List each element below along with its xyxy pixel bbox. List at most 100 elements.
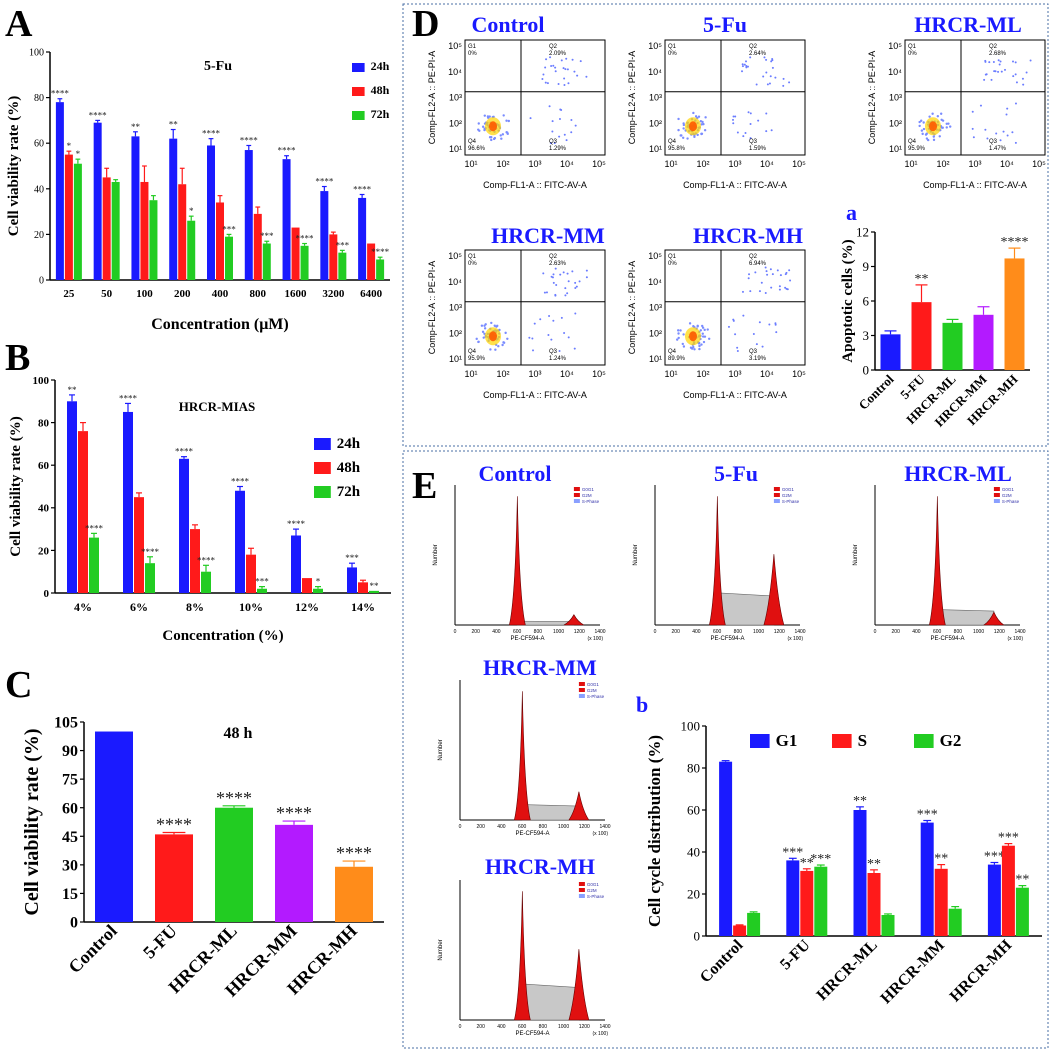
bar — [800, 870, 814, 936]
flow-dot — [920, 129, 924, 132]
flow-dot — [774, 323, 777, 326]
flow-dot — [504, 331, 507, 335]
flow-dot — [700, 132, 703, 135]
quadrant-value: 0% — [668, 51, 677, 57]
bar — [282, 159, 291, 280]
bar — [369, 590, 379, 593]
x-tick-label: 6400 — [360, 288, 383, 300]
x-tick-label: 10² — [496, 369, 509, 379]
flow-dot — [997, 70, 1000, 73]
flow-dot — [1006, 107, 1009, 110]
quadrant-value: 95.8% — [668, 146, 686, 152]
legend-label: G2 — [940, 731, 962, 750]
quadrant-value: 2.09% — [549, 51, 567, 57]
significance-label: *** — [260, 231, 274, 241]
quadrant-label: Q2 — [749, 254, 758, 260]
significance-label: **** — [240, 135, 259, 145]
flow-dot — [547, 334, 550, 337]
legend-swatch — [773, 487, 780, 491]
flow-dot — [936, 114, 940, 118]
quadrant-value: 0% — [668, 261, 677, 267]
chart-title: HRCR-MIAS — [179, 399, 256, 414]
bar — [262, 243, 271, 280]
flow-dot — [497, 345, 500, 348]
chart-A: 0 20 40 60 80 100 Cell viability rate (%) 5-Fu C… — [6, 48, 390, 333]
legend-swatch — [573, 493, 580, 497]
x-tick-label: 10⁴ — [560, 159, 574, 169]
x-tick-label: 8% — [186, 600, 204, 614]
bar — [1001, 845, 1015, 936]
flow-dot — [562, 271, 565, 274]
flow-dot — [499, 134, 502, 137]
y-axis-label: Cell cycle distribution (%) — [645, 735, 664, 927]
flow-dot — [557, 82, 560, 85]
flow-dot — [770, 286, 773, 289]
x-tick-label: 200 — [472, 629, 481, 635]
s-phase-area — [937, 609, 995, 626]
bar — [55, 102, 64, 280]
bar — [140, 181, 149, 280]
legend-swatch — [773, 499, 780, 503]
flow-dot — [732, 115, 735, 118]
flow-dot — [734, 333, 737, 336]
legend-label: 24h — [371, 59, 390, 73]
significance-label: **** — [51, 89, 70, 99]
x-tick-label: 10⁴ — [560, 369, 574, 379]
flow-dot — [483, 114, 486, 117]
flow-dot — [701, 326, 705, 329]
bar — [987, 864, 1001, 936]
panel-D-frame — [402, 3, 1049, 447]
flow-dot — [555, 284, 558, 287]
bar — [89, 537, 99, 593]
y-tick-label: 10³ — [449, 93, 462, 103]
significance-label: **** — [175, 447, 194, 457]
y-tick-label: 10¹ — [889, 144, 902, 154]
x-axis-label: Comp-FL1-A :: FITC-AV-A — [683, 180, 787, 190]
y-tick-label: 60 — [62, 800, 78, 817]
flow-dot — [990, 78, 993, 81]
flow-dot — [494, 348, 497, 351]
bar — [179, 458, 189, 593]
flow-dot — [745, 60, 748, 63]
x-tick-label: 10³ — [968, 159, 981, 169]
flow-dot — [995, 132, 998, 135]
bar — [291, 535, 301, 593]
flow-dot — [554, 70, 557, 73]
flow-dot — [566, 68, 569, 71]
quadrant-label: Q2 — [989, 44, 998, 50]
quadrant-value: 0% — [908, 51, 917, 57]
bar — [934, 868, 948, 936]
flow-dot — [475, 337, 478, 341]
flow-dot — [480, 324, 484, 327]
quadrant-label: Q3 — [749, 139, 758, 145]
flow-dot — [778, 288, 781, 291]
legend-swatch — [578, 882, 585, 886]
flow-dot — [703, 335, 707, 338]
legend-label: G2M — [1002, 493, 1012, 498]
quadrant-label: Q4 — [468, 139, 477, 145]
bar — [747, 912, 761, 936]
quadrant-label: Q3 — [989, 139, 998, 145]
y-tick-label: 10² — [649, 118, 662, 128]
legend-label: S-Phase — [587, 894, 605, 899]
panel-letters: A B C D Ea b — [5, 3, 857, 717]
quadrant-label: Q3 — [749, 349, 758, 355]
significance-label: *** — [336, 240, 350, 250]
flow-dot — [745, 66, 748, 69]
x-axis-label: Comp-FL1-A :: FITC-AV-A — [923, 180, 1027, 190]
flow-dot — [741, 290, 744, 293]
bar — [313, 588, 323, 593]
flow-dot — [997, 59, 1000, 62]
quadrant-label: Q4 — [468, 349, 477, 355]
significance-label: *** — [345, 553, 359, 563]
x-tick-label: 800 — [954, 629, 963, 635]
bar — [911, 302, 932, 370]
legend-swatch — [578, 682, 585, 686]
bar — [275, 824, 313, 922]
x-tick-label: 400 — [692, 629, 701, 635]
y-tick-label: 20 — [687, 887, 700, 902]
flow-dot — [490, 136, 493, 139]
g2-peak — [982, 611, 1005, 626]
bar — [358, 197, 367, 280]
flow-dot — [755, 83, 758, 86]
